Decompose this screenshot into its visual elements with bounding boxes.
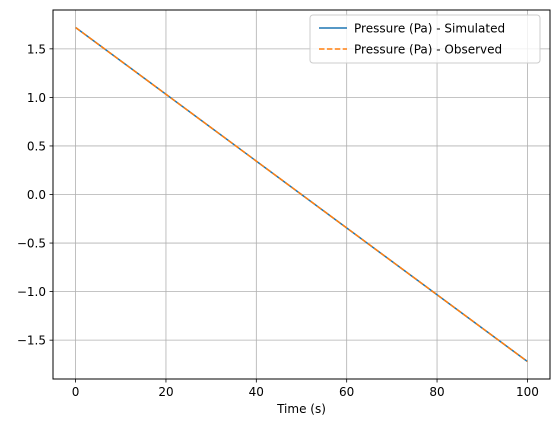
legend-entry: Pressure (Pa) - Simulated: [354, 22, 505, 36]
x-tick-label: 80: [429, 385, 444, 399]
y-tick-label: 1.0: [27, 91, 46, 105]
y-tick-label: 0.0: [27, 188, 46, 202]
y-tick-label: −0.5: [17, 237, 46, 251]
x-tick-label: 100: [516, 385, 539, 399]
x-axis-label: Time (s): [276, 402, 326, 416]
legend-entry: Pressure (Pa) - Observed: [354, 43, 502, 57]
legend: Pressure (Pa) - Simulated Pressure (Pa) -…: [310, 15, 540, 63]
x-tick-label: 20: [158, 385, 173, 399]
y-tick-label: −1.0: [17, 285, 46, 299]
y-tick-label: 0.5: [27, 139, 46, 153]
y-tick-label: 1.5: [27, 42, 46, 56]
x-tick-label: 40: [249, 385, 264, 399]
y-axis-ticks: −1.5 −1.0 −0.5 0.0 0.5 1.0 1.5: [17, 42, 53, 347]
x-tick-label: 0: [72, 385, 80, 399]
x-tick-label: 60: [339, 385, 354, 399]
y-tick-label: −1.5: [17, 334, 46, 348]
x-axis-ticks: 0 20 40 60 80 100: [72, 379, 539, 399]
